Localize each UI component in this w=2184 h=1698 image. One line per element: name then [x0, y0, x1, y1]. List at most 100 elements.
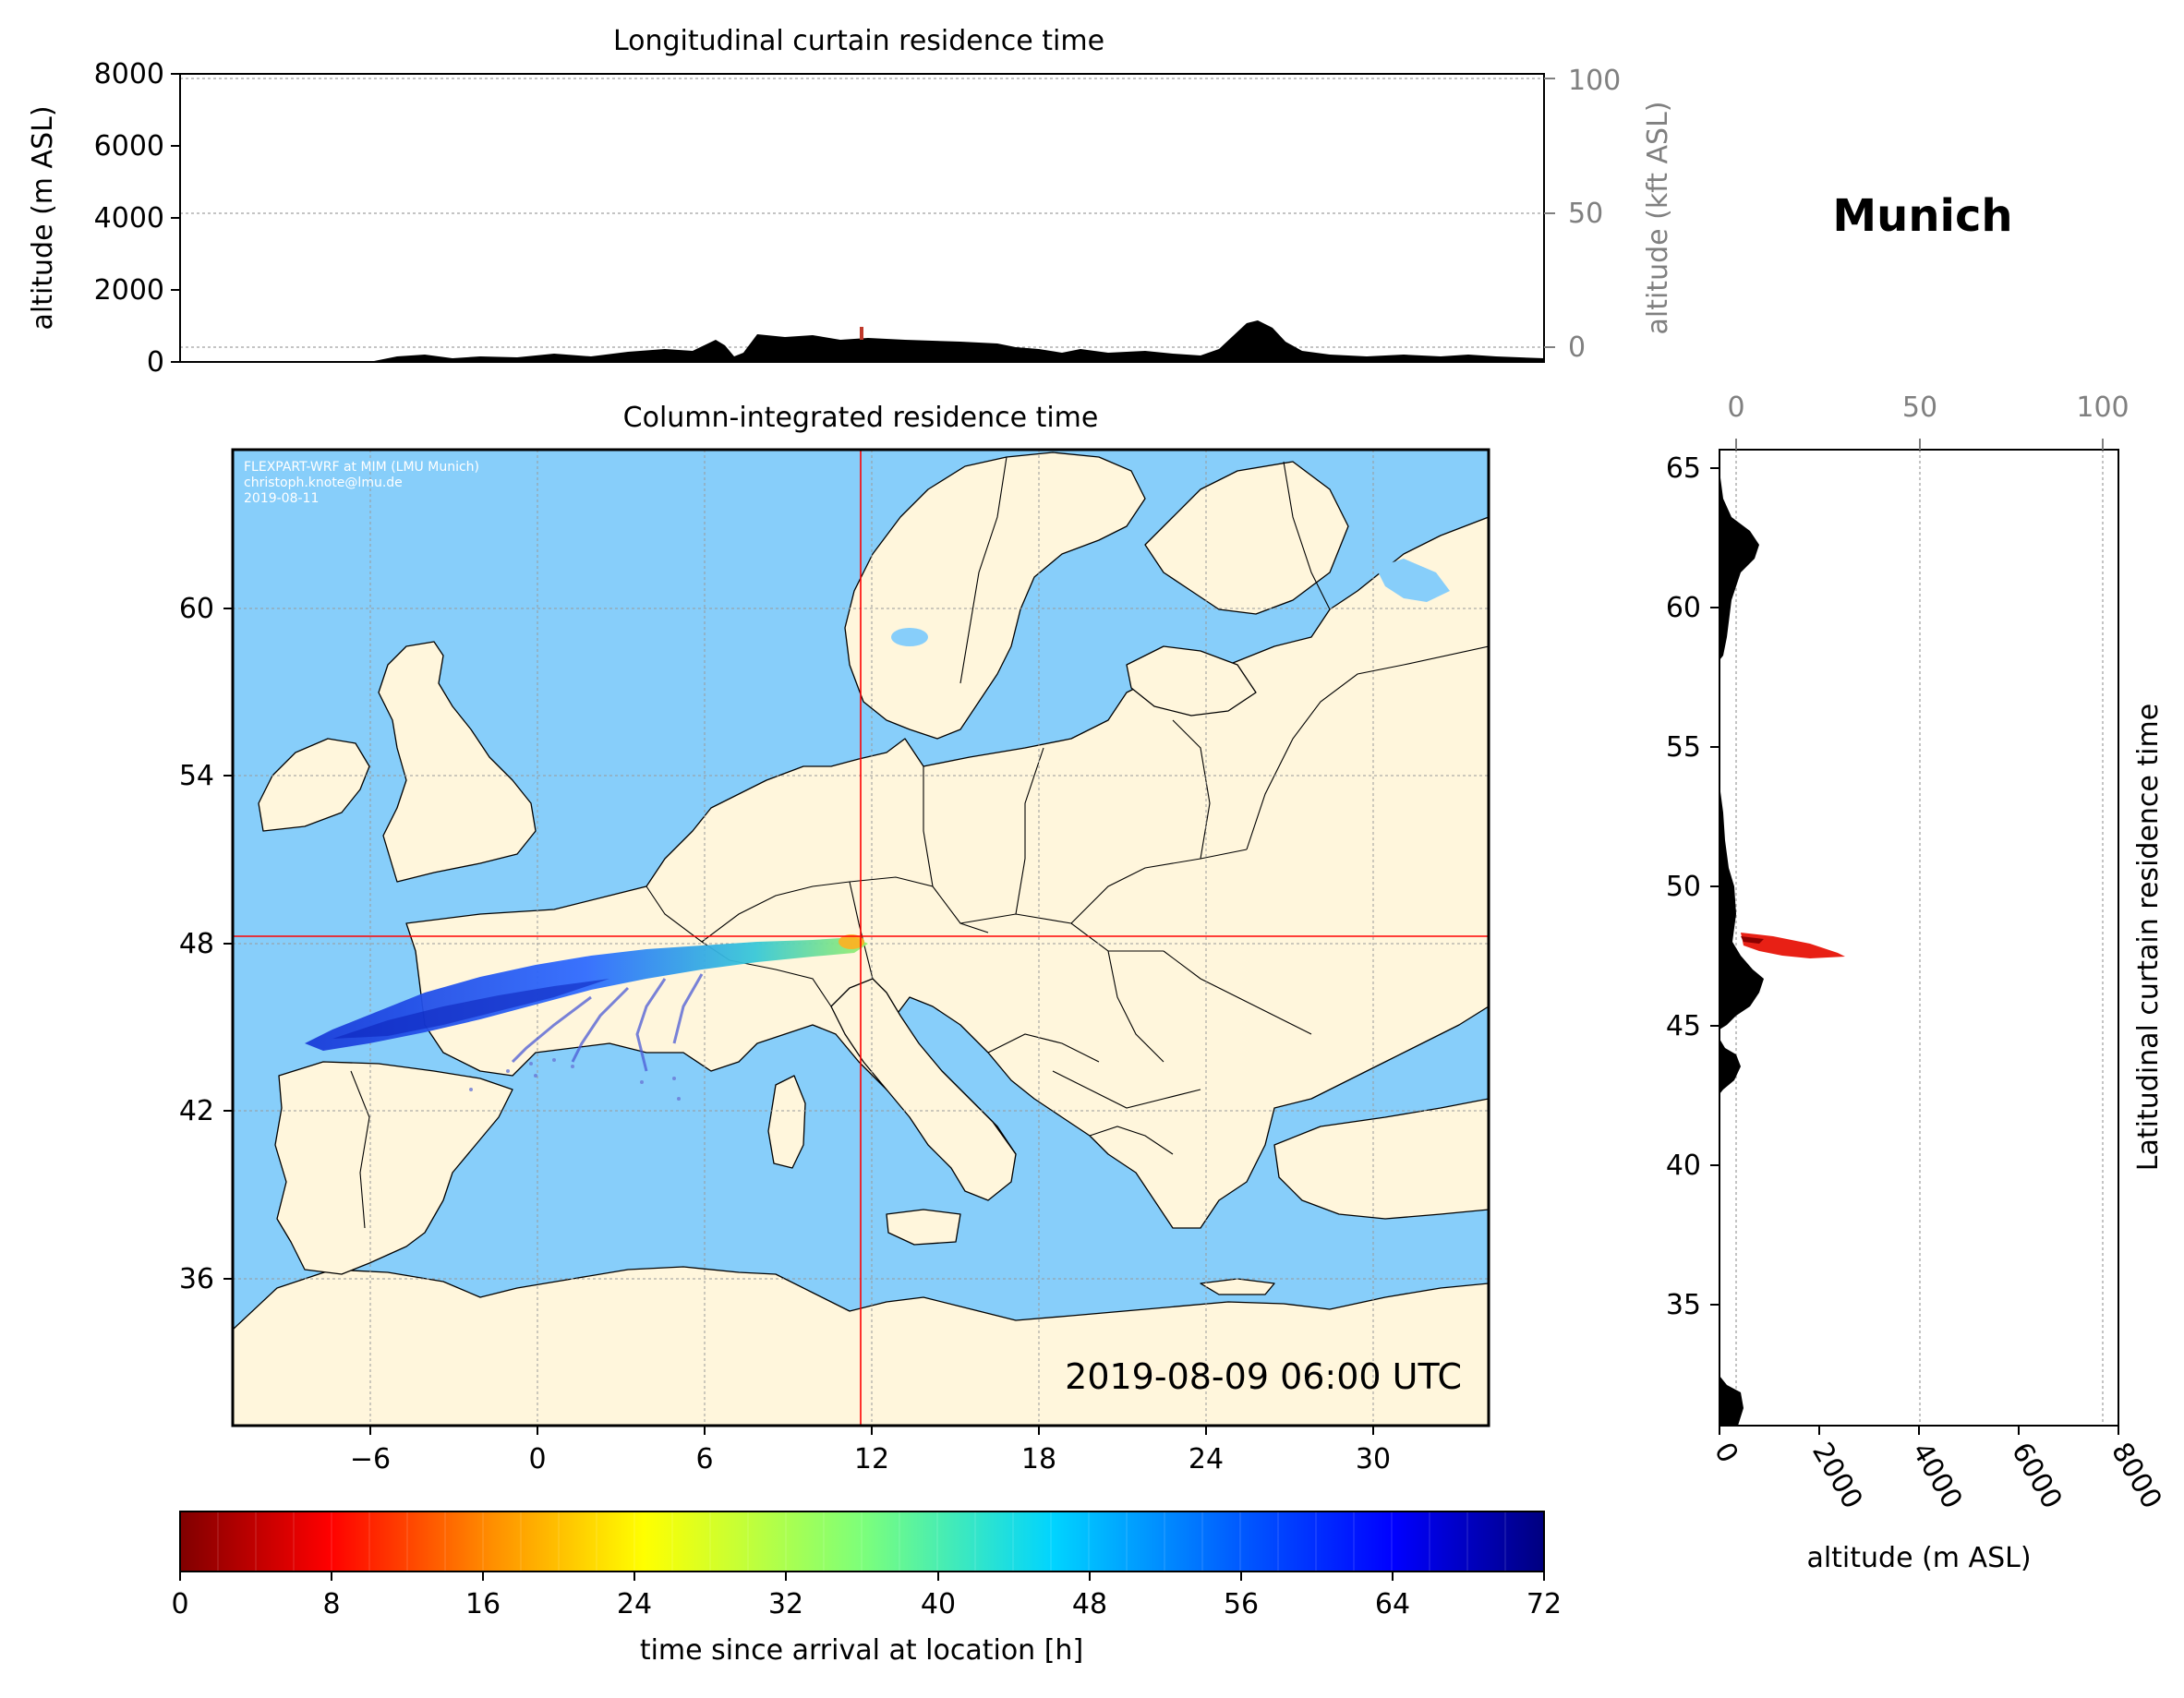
- lake-vanern: [891, 628, 928, 646]
- top-ytick-label: 6000: [94, 130, 164, 163]
- right-lat-tick-label: 60: [1666, 592, 1701, 624]
- colorbar-gradient: [180, 1511, 1544, 1572]
- sicily: [886, 1209, 961, 1246]
- top-ytick-label: 2000: [94, 274, 164, 307]
- colorbar-tick-label: 0: [171, 1588, 188, 1620]
- credit-line: 2019-08-11: [244, 491, 319, 506]
- right-alt-tick-label: 2000: [1805, 1438, 1868, 1515]
- right-alt-tick-label: 4000: [1905, 1438, 1968, 1515]
- turkey: [1273, 1098, 1489, 1220]
- colorbar-tick-label: 72: [1526, 1588, 1562, 1620]
- plume-core: [332, 979, 609, 1039]
- lon-tick-label: 12: [854, 1443, 889, 1475]
- map-panel-title: Column-integrated residence time: [623, 402, 1099, 434]
- credit-line: christoph.knote@lmu.de: [244, 476, 403, 490]
- latitudinal-curtain-panel: 35 40 45 50 55 60 65 0 50 100 0 2000: [1666, 391, 2168, 1574]
- colorbar-tick-label: 64: [1375, 1588, 1410, 1620]
- right-terrain-profile: [1719, 450, 1764, 1426]
- crete: [1200, 1278, 1275, 1295]
- top-ylabel-left: altitude (m ASL): [27, 105, 59, 330]
- map-credit: FLEXPART-WRF at MIM (LMU Munich) christo…: [244, 460, 479, 506]
- colorbar-tick-label: 24: [617, 1588, 652, 1620]
- right-top-tick-labels: 0 50 100: [1727, 391, 2129, 424]
- lat-tick-label: 42: [179, 1095, 214, 1127]
- release-crosshair: [233, 450, 1489, 1426]
- top-panel-frame: [179, 73, 1545, 363]
- map-xtick-labels: −6 0 6 12 18 24 30: [350, 1443, 1391, 1475]
- right-lat-tick-label: 40: [1666, 1150, 1701, 1182]
- top-ylabel-right: altitude (kft ASL): [1642, 101, 1674, 334]
- colorbar-segments: [217, 1511, 1506, 1572]
- right-alt-tick-label: 6000: [2005, 1438, 2068, 1515]
- top-ytick-label: 8000: [94, 58, 164, 90]
- colorbar-tick-label: 40: [921, 1588, 956, 1620]
- top-right-tick-label: 100: [1568, 65, 1621, 97]
- lon-tick-label: 30: [1356, 1443, 1391, 1475]
- credit-line: FLEXPART-WRF at MIM (LMU Munich): [244, 460, 479, 475]
- top-ytick-label: 0: [147, 346, 164, 379]
- right-top-tick-label: 0: [1727, 391, 1744, 424]
- corsica-sardinia: [767, 1075, 806, 1169]
- right-lat-tick-label: 45: [1666, 1010, 1701, 1042]
- colorbar-tick-label: 56: [1224, 1588, 1259, 1620]
- finland: [1144, 461, 1349, 615]
- right-ytick-labels: 35 40 45 50 55 60 65: [1666, 452, 1701, 1321]
- lon-tick-label: 18: [1021, 1443, 1056, 1475]
- plume-source: [839, 934, 864, 949]
- map-xticks: [369, 1426, 1374, 1435]
- colorbar-tick-label: 8: [322, 1588, 340, 1620]
- plume-scatter: [469, 1058, 681, 1101]
- top-panel-gridlines: [180, 78, 1544, 348]
- top-right-ticks: [1544, 78, 1555, 348]
- map-frame: [231, 448, 1490, 1427]
- italy: [830, 978, 1017, 1201]
- land-masses: [233, 452, 1489, 1426]
- top-right-tick-label: 0: [1568, 331, 1586, 364]
- plume-filaments: [511, 973, 704, 1072]
- top-left-ticks: [171, 73, 180, 363]
- right-lat-tick-label: 65: [1666, 452, 1701, 485]
- lake-ladoga: [1376, 559, 1450, 602]
- top-terrain-profile: [180, 320, 1544, 362]
- lat-tick-label: 36: [179, 1263, 214, 1295]
- right-bottom-ticks: [1719, 1426, 2119, 1435]
- top-ytick-label: 4000: [94, 202, 164, 235]
- right-panel-gridlines: [1735, 450, 2104, 1426]
- colorbar-tick-label: 48: [1072, 1588, 1107, 1620]
- right-xlabel: altitude (m ASL): [1806, 1542, 2031, 1574]
- lat-tick-label: 60: [179, 593, 214, 625]
- right-top-ticks: [1735, 439, 2104, 450]
- colorbar-tick-label: 16: [465, 1588, 501, 1620]
- great-britain: [378, 641, 537, 883]
- right-curtain-red-band: [1741, 933, 1845, 958]
- colorbar-ticks: [179, 1572, 1545, 1581]
- lat-tick-label: 48: [179, 928, 214, 960]
- right-lat-tick-label: 50: [1666, 871, 1701, 903]
- right-yticks: [1710, 467, 1719, 1306]
- top-right-tick-label: 50: [1568, 198, 1603, 230]
- station-title: Munich: [1832, 190, 2012, 242]
- longitudinal-curtain-panel: Longitudinal curtain residence time 0 20…: [27, 25, 1674, 379]
- lon-tick-label: 6: [695, 1443, 713, 1475]
- ireland: [258, 738, 370, 832]
- lat-tick-label: 54: [179, 760, 214, 792]
- map-panel: Column-integrated residence time: [179, 402, 1490, 1475]
- top-right-tick-labels: 0 50 100: [1568, 65, 1621, 364]
- right-lat-tick-label: 55: [1666, 731, 1701, 764]
- colorbar-tick-label: 32: [768, 1588, 803, 1620]
- top-panel-title: Longitudinal curtain residence time: [613, 25, 1104, 57]
- map-yticks: [223, 608, 233, 1280]
- lon-tick-label: 24: [1189, 1443, 1224, 1475]
- right-alt-tick-label: 8000: [2105, 1438, 2167, 1515]
- iberia: [274, 1061, 513, 1275]
- right-bottom-tick-labels: 0 2000 4000 6000 8000: [1707, 1438, 2167, 1515]
- right-curtain-dark-band: [1741, 936, 1764, 944]
- residence-plume: [305, 934, 868, 1101]
- right-lat-tick-label: 35: [1666, 1289, 1701, 1321]
- right-top-tick-label: 100: [2076, 391, 2129, 424]
- lon-tick-label: −6: [350, 1443, 391, 1475]
- top-curtain-marker: [860, 327, 863, 340]
- colorbar-frame: [179, 1511, 1545, 1572]
- map-ytick-labels: 36 42 48 54 60: [179, 593, 214, 1295]
- right-ylabel: Latitudinal curtain residence time: [2132, 704, 2165, 1171]
